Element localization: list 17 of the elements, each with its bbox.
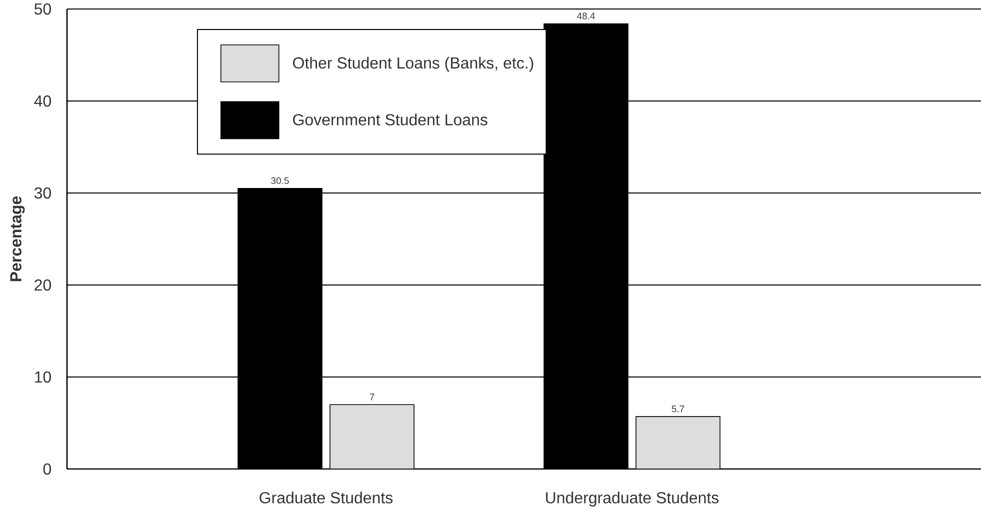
data-label: 30.5 <box>271 177 289 184</box>
data-label: 48.4 <box>576 12 595 20</box>
y-tick-label: 0 <box>43 463 51 475</box>
legend-label: Government Student Loans <box>293 114 488 126</box>
x-tick-label: Undergraduate Students <box>546 492 719 507</box>
data-label: 5.7 <box>672 406 684 412</box>
y-tick-label: 20 <box>34 279 51 291</box>
bar <box>330 404 414 469</box>
y-tick-label: 40 <box>34 95 51 107</box>
data-label: 7 <box>370 394 374 400</box>
legend-label: Other Student Loans (Banks, etc.) <box>293 56 534 72</box>
x-tick-label: Graduate Students <box>260 492 393 504</box>
y-tick-label: 30 <box>34 187 51 199</box>
bar <box>636 416 720 469</box>
y-tick-label: 50 <box>34 3 51 15</box>
y-axis-title: Percentage <box>10 196 25 282</box>
y-tick-label: 10 <box>35 371 51 383</box>
